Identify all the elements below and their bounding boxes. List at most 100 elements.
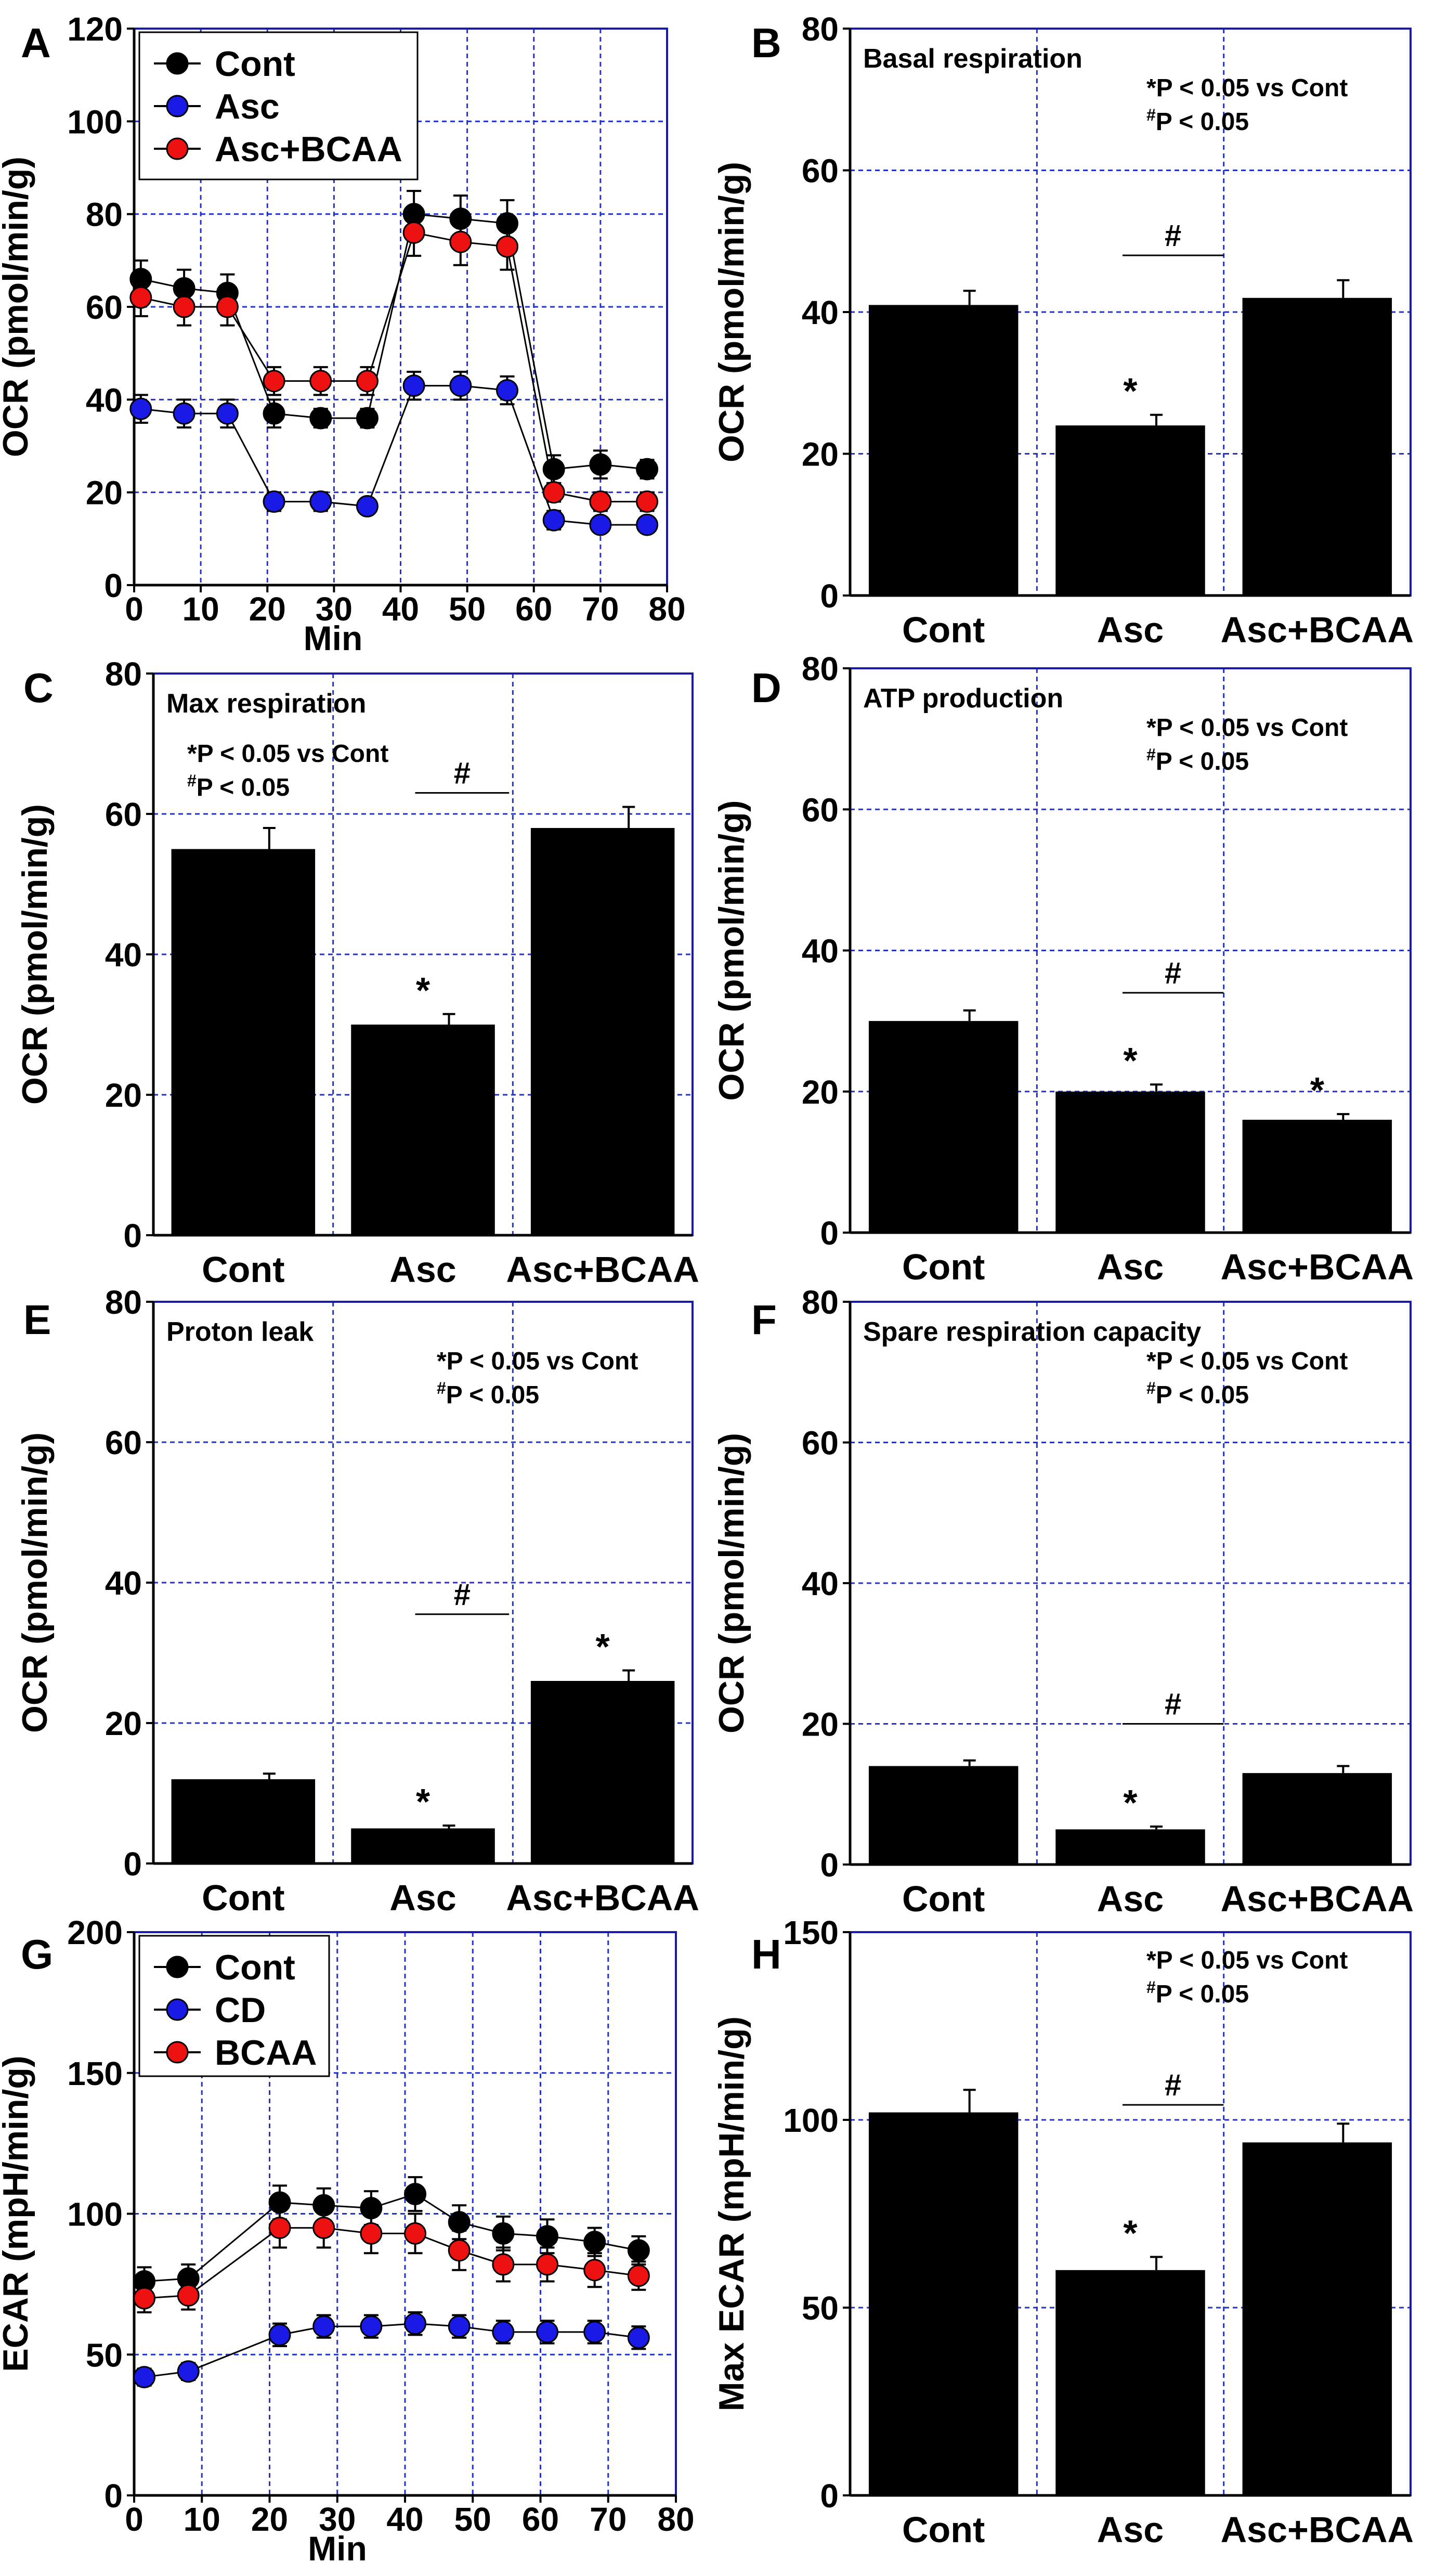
significance-mark: * (1123, 371, 1138, 411)
y-tick-label: 60 (802, 791, 839, 829)
y-tick-label: 50 (86, 2336, 123, 2374)
comparison-mark: # (454, 1578, 471, 1612)
legend-label: Cont (215, 44, 295, 84)
data-point (360, 2315, 383, 2338)
y-tick-label: 0 (104, 567, 123, 604)
data-point (268, 2217, 291, 2240)
x-axis-label: Min (304, 619, 363, 657)
category-label: Cont (902, 2509, 985, 2550)
data-point (449, 230, 472, 253)
data-point (583, 2231, 606, 2254)
legend-marker (166, 1956, 189, 1978)
x-tick-label: 50 (449, 590, 486, 628)
data-point (492, 2222, 515, 2245)
superscript-mark: # (1146, 745, 1156, 764)
bar-group-cont: Cont (171, 1772, 316, 1918)
category-label: Cont (202, 1878, 284, 1918)
y-tick-label: 40 (105, 936, 142, 974)
data-point (402, 374, 425, 397)
x-tick-label: 60 (515, 590, 552, 628)
bar (1242, 297, 1392, 596)
superscript-mark: # (1146, 106, 1156, 124)
data-point (268, 2323, 291, 2346)
y-tick-label: 60 (105, 796, 142, 833)
category-label: Cont (902, 1247, 985, 1287)
y-tick-label: 80 (86, 196, 123, 234)
significance-mark: * (1310, 1070, 1325, 1110)
significance-note: #P < 0.05 (187, 771, 290, 801)
series-asc (129, 370, 659, 536)
data-point (402, 221, 425, 244)
x-tick-label: 80 (648, 590, 685, 628)
bar (868, 1021, 1019, 1233)
y-tick-label: 40 (802, 933, 839, 970)
data-point (542, 481, 565, 504)
bar (1055, 1829, 1205, 1865)
bar (530, 1681, 675, 1863)
y-tick-label: 40 (86, 381, 123, 419)
bar-group-asc: Asc * (1055, 2213, 1205, 2550)
panel-f: 0 20 40 60 80 OCR (pmol/min/g) F Cont Asc * Asc+BC… (712, 1284, 1414, 1919)
series-line (144, 2193, 639, 2282)
panel-label: C (23, 665, 54, 711)
category-label: Cont (202, 1249, 284, 1290)
bar (171, 1779, 316, 1863)
bar (868, 1766, 1019, 1865)
data-point (173, 402, 195, 425)
data-point (448, 2239, 471, 2262)
category-label: Asc+BCAA (1221, 1247, 1414, 1287)
superscript-mark: # (1146, 1978, 1156, 1997)
series-line (140, 385, 647, 526)
x-tick-label: 30 (316, 590, 353, 628)
data-point (360, 2222, 383, 2245)
bar (1242, 2142, 1392, 2495)
bar-group-asc: Asc * (1055, 371, 1205, 650)
data-point (309, 490, 332, 513)
bar (171, 849, 316, 1235)
significance-mark: * (416, 1781, 430, 1822)
x-tick-label: 50 (454, 2501, 491, 2538)
legend-marker (166, 2041, 189, 2064)
panel-title: Basal respiration (863, 44, 1082, 74)
x-tick-label: 20 (251, 2501, 288, 2538)
data-point (448, 2211, 471, 2234)
y-tick-label: 60 (802, 152, 839, 190)
panel-title: Max respiration (166, 689, 366, 719)
significance-mark: * (596, 1626, 610, 1667)
data-point (627, 2326, 650, 2349)
panel-title: Proton leak (166, 1317, 314, 1347)
x-tick-label: 40 (382, 590, 419, 628)
panel-title: Spare respiration capacity (863, 1317, 1201, 1347)
y-tick-label: 0 (820, 577, 839, 615)
data-point (492, 2253, 515, 2276)
significance-note-text: P < 0.05 (197, 774, 290, 801)
series-line (140, 231, 647, 502)
superscript-mark: # (437, 1379, 446, 1397)
data-point (129, 286, 152, 309)
data-point (636, 458, 659, 481)
data-point (177, 2284, 200, 2307)
bar-group-asc: Asc * (351, 1781, 495, 1918)
x-tick-label: 60 (522, 2501, 559, 2538)
comparison-mark: # (1165, 956, 1181, 990)
category-label: Asc (1097, 1247, 1164, 1287)
legend-label: Cont (215, 1948, 295, 1987)
bar-group-cont: Cont (868, 1009, 1019, 1287)
legend-label: Asc+BCAA (215, 130, 402, 169)
significance-mark: * (1123, 1782, 1138, 1823)
y-tick-label: 80 (802, 1284, 839, 1321)
panel-b: 0 20 40 60 80 OCR (pmol/min/g) B Cont Asc * Asc+BC… (712, 10, 1414, 650)
data-point (589, 513, 612, 536)
y-tick-label: 20 (105, 1705, 142, 1742)
category-label: Cont (902, 610, 985, 650)
y-axis-label: OCR (pmol/min/g) (15, 804, 55, 1105)
bar (1055, 2270, 1205, 2495)
bar-group-asc-bcaa: Asc+BCAA (1221, 1765, 1414, 1919)
data-point (356, 370, 379, 393)
y-tick-label: 150 (67, 2055, 123, 2092)
panel-title: ATP production (863, 683, 1063, 714)
data-point (216, 295, 239, 318)
significance-note: *P < 0.05 vs Cont (1146, 714, 1348, 742)
